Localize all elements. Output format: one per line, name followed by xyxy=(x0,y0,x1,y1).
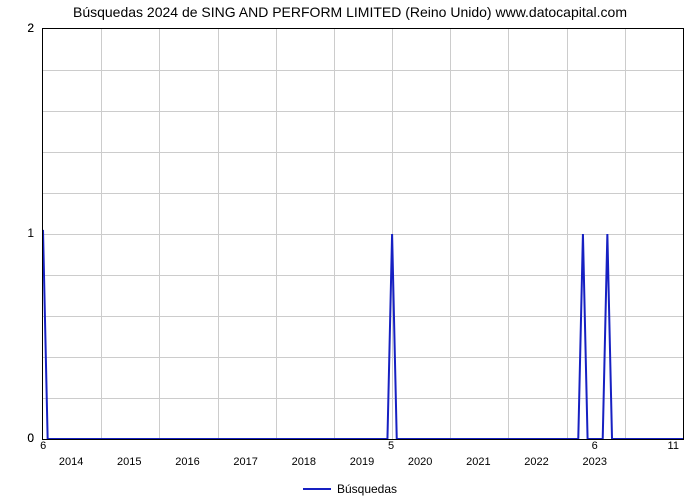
chart-legend: Búsquedas xyxy=(0,481,700,496)
legend-label: Búsquedas xyxy=(337,482,397,496)
legend-swatch xyxy=(303,488,331,490)
x-axis-tick-label: 2022 xyxy=(524,456,548,468)
x-axis-tick-label: 2016 xyxy=(175,456,199,468)
series-line xyxy=(43,29,683,439)
x-axis-tick-label: 2014 xyxy=(59,456,83,468)
data-point-label: 6 xyxy=(40,440,46,452)
y-axis-tick-label: 1 xyxy=(0,226,34,240)
data-point-label: 5 xyxy=(388,440,394,452)
x-axis-tick-label: 2015 xyxy=(117,456,141,468)
y-axis-tick-label: 0 xyxy=(0,431,34,445)
x-axis-tick-label: 2017 xyxy=(233,456,257,468)
plot-area xyxy=(42,28,684,440)
y-axis-tick-label: 2 xyxy=(0,21,34,35)
x-axis-tick-label: 2019 xyxy=(350,456,374,468)
x-axis-tick-label: 2023 xyxy=(582,456,606,468)
data-point-label: 6 xyxy=(592,440,598,452)
x-axis-tick-label: 2021 xyxy=(466,456,490,468)
x-axis-tick-label: 2018 xyxy=(292,456,316,468)
x-axis-tick-label: 2020 xyxy=(408,456,432,468)
data-point-label: 11 xyxy=(668,440,679,452)
chart-title: Búsquedas 2024 de SING AND PERFORM LIMIT… xyxy=(0,4,700,20)
